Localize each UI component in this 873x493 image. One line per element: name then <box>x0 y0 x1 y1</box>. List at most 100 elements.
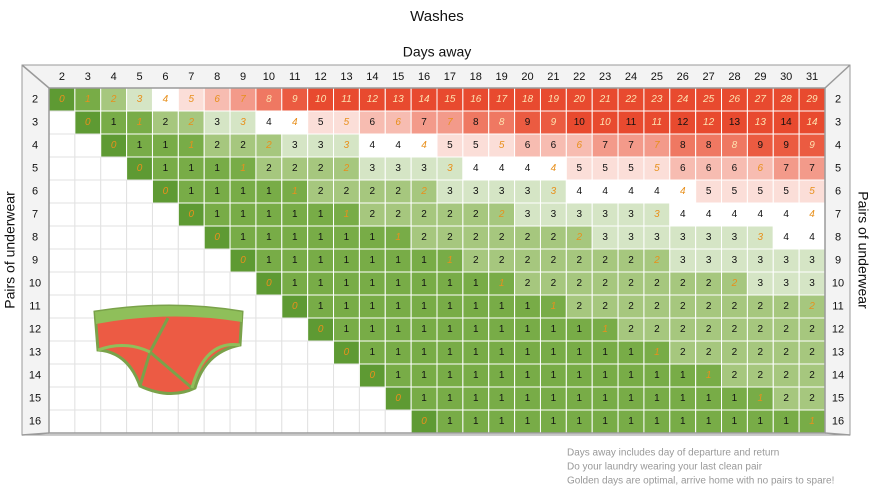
y-tick-label-right: 13 <box>832 346 844 358</box>
x-tick-label: 4 <box>111 71 117 83</box>
cell-label: 1 <box>292 232 298 243</box>
y-tick-label: 2 <box>32 93 38 105</box>
cell-label: 1 <box>576 393 582 404</box>
empty-cell <box>126 179 153 204</box>
empty-cell <box>48 409 76 434</box>
cell-label: 14 <box>807 117 819 128</box>
cell-label: 1 <box>473 324 479 335</box>
cell-label: 4 <box>551 163 557 174</box>
cell-label: 2 <box>525 255 531 266</box>
x-tick-label: 28 <box>728 71 740 83</box>
cell-label: 2 <box>318 186 324 197</box>
x-tick-label: 18 <box>470 71 482 83</box>
cell-label: 2 <box>370 209 376 220</box>
empty-cell <box>177 409 205 434</box>
y-tick-label: 12 <box>29 323 41 335</box>
empty-cell <box>255 294 283 319</box>
empty-cell <box>177 225 205 250</box>
empty-cell <box>151 225 179 250</box>
cell-label: 3 <box>628 209 634 220</box>
cell-label: 3 <box>602 209 608 220</box>
cell-label: 1 <box>395 324 401 335</box>
cell-label: 22 <box>624 94 637 105</box>
cell-label: 1 <box>654 370 660 381</box>
cell-label: 1 <box>473 416 479 427</box>
cell-label: 5 <box>499 140 505 151</box>
cell-label: 1 <box>214 186 220 197</box>
empty-cell <box>255 340 283 365</box>
empty-cell <box>100 386 128 411</box>
cell-label: 1 <box>395 255 401 266</box>
cell-label: 3 <box>628 232 634 243</box>
underwear-illustration <box>93 304 244 395</box>
cell-label: 1 <box>525 393 531 404</box>
cell-label: 6 <box>706 163 712 174</box>
cell-label: 2 <box>576 278 582 289</box>
cell-label: 2 <box>575 232 582 243</box>
y-tick-label: 9 <box>32 254 38 266</box>
empty-cell <box>333 386 360 411</box>
y-axis-label-right: Pairs of underwear <box>855 191 871 309</box>
cell-label: 1 <box>318 232 324 243</box>
empty-cell <box>358 409 386 434</box>
cell-label: 4 <box>758 209 764 220</box>
cell-label: 3 <box>525 186 531 197</box>
cell-label: 12 <box>677 117 689 128</box>
cell-label: 28 <box>780 94 793 105</box>
cell-label: 1 <box>602 370 608 381</box>
cell-label: 6 <box>576 140 582 151</box>
cell-label: 2 <box>602 301 608 312</box>
cell-label: 1 <box>240 232 246 243</box>
cell-label: 9 <box>525 117 531 128</box>
cell-label: 6 <box>758 163 764 174</box>
cell-label: 4 <box>163 94 169 105</box>
empty-cell <box>48 202 76 227</box>
cell-label: 2 <box>318 163 324 174</box>
cell-label: 1 <box>370 324 376 335</box>
cell-label: 2 <box>576 301 582 312</box>
cell-label: 2 <box>265 140 272 151</box>
cell-label: 2 <box>421 209 427 220</box>
empty-cell <box>203 386 231 411</box>
empty-cell <box>333 409 360 434</box>
x-tick-label: 15 <box>392 71 404 83</box>
cell-label: 3 <box>395 163 401 174</box>
cell-label: 24 <box>676 94 689 105</box>
cell-label: 6 <box>680 163 686 174</box>
empty-cell <box>48 317 76 342</box>
cell-label: 1 <box>576 416 582 427</box>
cell-label: 1 <box>680 393 686 404</box>
cell-label: 1 <box>809 416 815 427</box>
cell-label: 1 <box>421 393 427 404</box>
x-tick-label: 11 <box>289 71 300 83</box>
cell-label: 6 <box>551 140 557 151</box>
x-tick-label: 3 <box>85 71 91 83</box>
cell-label: 1 <box>551 301 557 312</box>
cell-label: 4 <box>809 232 815 243</box>
empty-cell <box>126 409 153 434</box>
cell-label: 2 <box>343 163 350 174</box>
cell-label: 2 <box>110 94 117 105</box>
x-tick-label: 29 <box>754 71 766 83</box>
cell-label: 11 <box>626 117 637 128</box>
x-tick-label: 22 <box>573 71 585 83</box>
cell-label: 1 <box>163 163 169 174</box>
empty-cell <box>48 271 76 296</box>
empty-cell <box>203 248 231 273</box>
cell-label: 0 <box>163 186 169 197</box>
cell-label: 18 <box>522 94 534 105</box>
y-tick-label: 7 <box>32 208 38 220</box>
cell-label: 1 <box>473 393 479 404</box>
note: Do your laundry wearing your last clean … <box>567 462 763 473</box>
cell-label: 2 <box>551 278 557 289</box>
cell-label: 2 <box>654 301 660 312</box>
cell-label: 2 <box>783 324 789 335</box>
cell-label: 9 <box>551 117 557 128</box>
cell-label: 3 <box>447 163 453 174</box>
y-tick-label: 11 <box>29 300 40 312</box>
cell-label: 5 <box>783 186 789 197</box>
cell-label: 1 <box>188 163 194 174</box>
y-tick-label-right: 15 <box>832 392 844 404</box>
cell-label: 10 <box>315 94 327 105</box>
cell-label: 2 <box>809 347 815 358</box>
